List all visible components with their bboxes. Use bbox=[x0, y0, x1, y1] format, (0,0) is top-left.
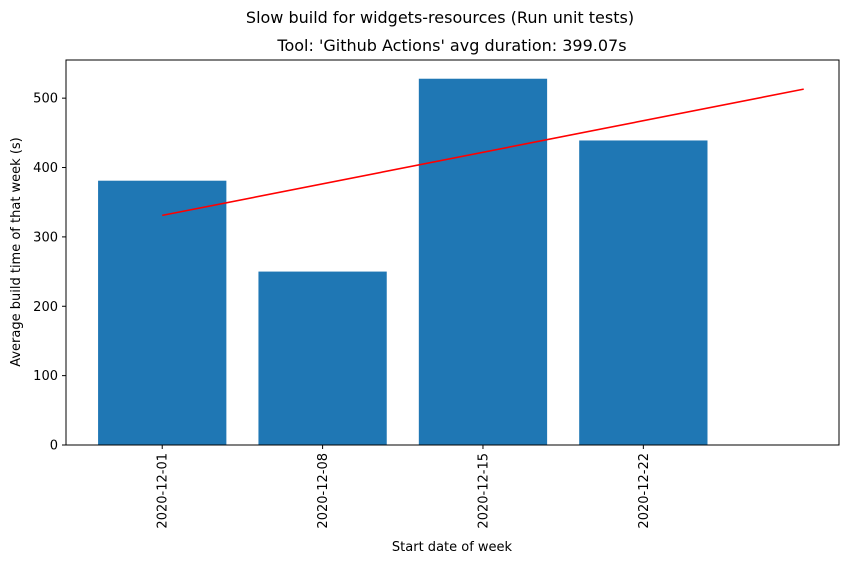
y-tick-label: 0 bbox=[50, 439, 58, 454]
y-tick-label: 500 bbox=[33, 92, 58, 107]
trend-group bbox=[162, 88, 804, 217]
y-axis: 0 100 200 300 400 500 bbox=[33, 92, 66, 454]
bar-2020-12-22 bbox=[579, 140, 708, 445]
y-tick-label: 300 bbox=[33, 230, 58, 245]
y-tick-label: 100 bbox=[33, 369, 58, 384]
chart-title: Tool: 'Github Actions' avg duration: 399… bbox=[276, 36, 626, 55]
bar-2020-12-15 bbox=[418, 78, 548, 445]
x-tick-label: 2020-12-01 bbox=[156, 453, 171, 529]
y-axis-label: Average build time of that week (s) bbox=[9, 137, 24, 367]
y-tick-label: 200 bbox=[33, 300, 58, 315]
bar-2020-12-01 bbox=[98, 180, 227, 445]
x-tick-label: 2020-12-08 bbox=[316, 453, 331, 529]
x-tick-label: 2020-12-15 bbox=[476, 453, 491, 529]
plot-frame bbox=[65, 59, 840, 446]
bars-group bbox=[98, 78, 708, 445]
bar-2020-12-08 bbox=[258, 271, 387, 445]
trend-line bbox=[162, 88, 804, 217]
x-axis: 2020-12-01 2020-12-08 2020-12-15 2020-12-22 bbox=[156, 445, 652, 529]
x-axis-label: Start date of week bbox=[392, 540, 513, 555]
chart-suptitle: Slow build for widgets-resources (Run un… bbox=[246, 8, 634, 27]
y-tick-label: 400 bbox=[33, 161, 58, 176]
x-tick-label: 2020-12-22 bbox=[637, 453, 652, 529]
